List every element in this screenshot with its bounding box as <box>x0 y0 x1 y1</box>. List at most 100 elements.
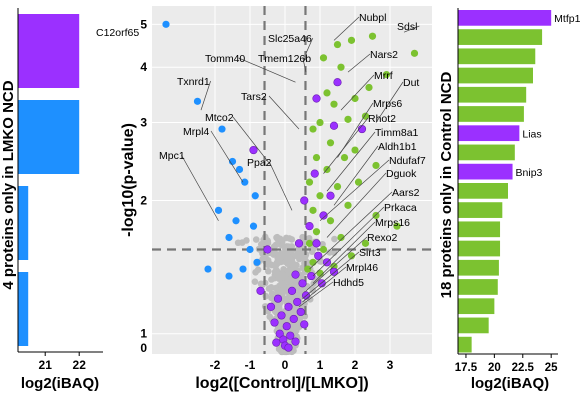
point-label: Hdhd5 <box>333 277 364 289</box>
point-label: Mrpl4 <box>183 126 209 138</box>
scatter-point-mito <box>286 331 295 340</box>
point-label: Mrrf <box>374 70 393 82</box>
scatter-point-down <box>253 258 261 266</box>
label-leader <box>323 117 369 174</box>
scatter-point-ns <box>285 267 293 274</box>
scatter-point-up <box>316 269 324 277</box>
x-axis-title: log2([Control]/[LMKO]) <box>195 375 368 392</box>
x-tick-label: 2 <box>352 358 359 372</box>
point-label: Dut <box>403 77 419 89</box>
y-axis-title: -log10(p-value) <box>120 123 137 237</box>
scatter-point-mito <box>284 343 293 352</box>
bar <box>458 106 524 122</box>
scatter-point-ns <box>278 274 285 281</box>
scatter-point-ns <box>243 237 250 244</box>
bar <box>18 186 29 260</box>
scatter-point-up <box>351 146 359 154</box>
scatter-point-mito <box>312 239 321 248</box>
scatter-point-mito <box>329 267 339 276</box>
scatter-point-up <box>333 40 342 49</box>
scatter-point-down <box>193 97 202 105</box>
scatter-point-down <box>162 20 170 28</box>
scatter-point-ns <box>280 286 288 293</box>
scatter-point-mito <box>273 294 283 303</box>
scatter-point-mito <box>319 211 328 220</box>
x-tick-label: -1 <box>245 358 256 372</box>
bar <box>458 259 499 276</box>
y-tick-label: 3 <box>140 116 147 130</box>
label-leader <box>302 266 347 303</box>
bar-label: C12orf65 <box>96 27 139 39</box>
scatter-point-up <box>326 217 335 225</box>
scatter-point-mito <box>293 297 302 307</box>
scatter-point-mito <box>312 94 321 103</box>
scatter-point-up <box>309 206 317 214</box>
scatter-point-ns <box>276 253 283 261</box>
scatter-point-down <box>228 157 237 166</box>
point-label: Sirt3 <box>359 247 381 259</box>
point-label: Ppa2 <box>247 157 272 169</box>
label-leader <box>305 37 314 54</box>
scatter-point-up <box>365 83 373 92</box>
point-label: Txnrd1 <box>177 76 210 88</box>
bar <box>458 86 527 103</box>
scatter-point-ns <box>296 253 303 261</box>
bar-label: Bnip3 <box>516 167 543 179</box>
scatter-point-down <box>235 165 244 174</box>
scatter-point-up <box>305 239 314 247</box>
scatter-point-mito <box>284 302 293 311</box>
point-label: Mrps6 <box>373 98 402 110</box>
scatter-point-mito <box>294 239 304 248</box>
scatter-point-up <box>316 118 324 127</box>
scatter-point-up <box>344 115 352 123</box>
scatter-point-mito <box>289 314 298 324</box>
label-leader <box>210 130 244 183</box>
scatter-point-ns <box>297 248 304 256</box>
bar <box>458 336 472 353</box>
scatter-point-mito <box>300 320 309 329</box>
bar <box>458 10 552 26</box>
scatter-point-up <box>372 211 380 220</box>
point-label: Sdsl <box>397 21 417 33</box>
label-leader <box>200 80 211 111</box>
scatter-point-ns <box>305 234 313 242</box>
scatter-point-ns <box>264 237 272 245</box>
scatter-point-down <box>204 265 212 273</box>
scatter-point-up <box>393 222 401 230</box>
scatter-point-up <box>316 192 324 200</box>
scatter-point-mito <box>300 196 309 205</box>
point-label: Timm8a1 <box>375 127 419 139</box>
scatter-point-down <box>232 217 240 225</box>
label-leader <box>326 172 387 238</box>
scatter-point-down <box>214 206 223 214</box>
bar <box>458 183 508 199</box>
scatter-point-up <box>337 63 345 71</box>
bar <box>458 317 489 334</box>
scatter-point-ns <box>301 252 309 260</box>
label-leader <box>181 154 219 221</box>
scatter-point-mito <box>329 121 339 130</box>
scatter-point-mito <box>310 169 319 178</box>
label-leader <box>312 206 385 277</box>
scatter-point-down <box>246 245 254 254</box>
label-leader <box>312 221 376 284</box>
scatter-point-mito <box>272 338 281 347</box>
scatter-point-ns <box>251 278 259 285</box>
scatter-point-up <box>326 139 335 147</box>
y-axis-title: 4 proteins only in LMKO NCD <box>0 80 17 289</box>
bar <box>458 144 515 161</box>
point-label: Mpc1 <box>159 150 185 162</box>
bar <box>18 100 80 174</box>
point-label: Rexo2 <box>367 232 398 244</box>
x-tick-label: 22.5 <box>512 362 535 374</box>
label-leader <box>319 159 390 222</box>
scatter-point-ns <box>319 240 326 248</box>
point-label: Nars2 <box>370 49 398 61</box>
scatter-point-up <box>304 265 312 273</box>
bar <box>458 279 498 295</box>
bar <box>458 125 520 142</box>
x-tick-label: 1 <box>317 358 324 372</box>
scatter-point-mito <box>291 270 300 279</box>
point-label: Dguok <box>386 168 417 180</box>
scatter-point-up <box>354 178 363 186</box>
